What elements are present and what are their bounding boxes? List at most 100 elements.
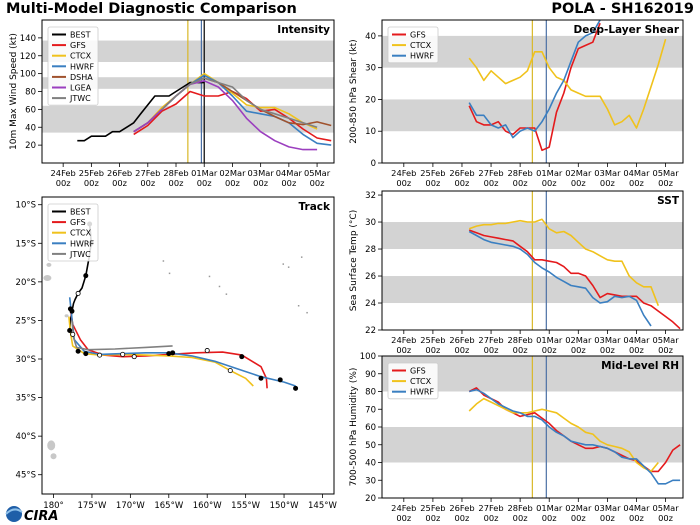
- sst-ytick-label-22: 22: [365, 326, 376, 336]
- sst-ytick-label-26: 26: [365, 272, 376, 282]
- shear-xtick-sublabel-9: 00z: [658, 178, 673, 188]
- shear-ytick-label-10: 10: [365, 127, 376, 137]
- sst-xtick-label-3: 27Feb: [478, 335, 503, 345]
- track-ytick-label-35-s: 35°S: [16, 394, 36, 404]
- track-title: Track: [299, 201, 331, 213]
- intensity-legend-label-dsha: DSHA: [70, 73, 93, 82]
- rh-legend-box: [387, 362, 439, 400]
- intensity-xtick-label-0: 24Feb: [51, 168, 76, 178]
- rh-xtick-sublabel-6: 00z: [571, 513, 586, 523]
- intensity-xtick-label-7: 03Mar: [248, 168, 275, 178]
- rh-xtick-sublabel-2: 00z: [455, 513, 470, 523]
- shear-xtick-label-6: 02Mar: [565, 168, 592, 178]
- track-xtick-label-170-w: 170°W: [116, 501, 145, 511]
- rh-xtick-label-4: 28Feb: [508, 503, 533, 513]
- rh-xtick-sublabel-0: 00z: [396, 513, 411, 523]
- intensity-ytick-label-140: 140: [20, 34, 36, 44]
- cira-logo-swoosh: [5, 508, 23, 515]
- rh-xtick-sublabel-4: 00z: [513, 513, 528, 523]
- rh-xtick-label-9: 05Mar: [652, 503, 679, 513]
- track-legend-box: [47, 203, 99, 262]
- shear-frame: [381, 19, 684, 164]
- intensity-title: Intensity: [277, 24, 330, 36]
- shear-xtick-label-0: 24Feb: [391, 168, 416, 178]
- track-marker-16: [258, 375, 264, 381]
- sst-xtick-sublabel-1: 00z: [425, 345, 440, 355]
- intensity-xtick-sublabel-5: 00z: [197, 178, 212, 188]
- sst-xtick-label-1: 25Feb: [420, 335, 445, 345]
- rh-ytick-label-50: 50: [365, 441, 376, 451]
- sst-xtick-label-6: 02Mar: [565, 335, 592, 345]
- rh-legend-label-hwrf: HWRF: [410, 388, 434, 397]
- sst-series-ctcx: [468, 218, 660, 306]
- intensity-ytick-label-40: 40: [25, 123, 36, 133]
- cira-logo-globe: [6, 506, 22, 522]
- track-marker-6: [75, 348, 81, 354]
- shear-xtick-sublabel-2: 00z: [455, 178, 470, 188]
- land-patch-3: [47, 440, 56, 451]
- rh-xtick-sublabel-3: 00z: [484, 513, 499, 523]
- sst-xtick-label-2: 26Feb: [449, 335, 474, 345]
- track-xtick-label-160-w: 160°W: [193, 501, 222, 511]
- track-legend-label-best: BEST: [70, 208, 91, 217]
- rh-series-ctcx: [468, 397, 659, 473]
- island-dot-8: [297, 305, 300, 307]
- sst-title: SST: [657, 195, 680, 207]
- sst-xtick-sublabel-6: 00z: [571, 345, 586, 355]
- sst-ytick-label-30: 30: [365, 218, 376, 228]
- rh-xtick-label-7: 03Mar: [594, 503, 621, 513]
- rh-xtick-label-0: 24Feb: [391, 503, 416, 513]
- shear-xtick-label-4: 28Feb: [508, 168, 533, 178]
- intensity-legend-label-best: BEST: [70, 31, 91, 40]
- intensity-series-jtwc: [161, 77, 318, 129]
- shear-ytick-label-40: 40: [365, 32, 376, 42]
- track-marker-18: [293, 385, 299, 391]
- track-marker-8: [97, 352, 103, 358]
- intensity-legend-label-lgea: LGEA: [70, 84, 92, 93]
- shear-xtick-sublabel-7: 00z: [600, 178, 615, 188]
- track-marker-20: [70, 331, 76, 337]
- intensity-ytick-label-120: 120: [20, 52, 36, 62]
- track-xtick-label-150-w: 150°W: [270, 501, 299, 511]
- rh-xtick-label-3: 27Feb: [478, 503, 503, 513]
- track-marker-13: [204, 348, 210, 354]
- track-marker-3: [75, 290, 81, 296]
- intensity-xtick-sublabel-0: 00z: [56, 178, 71, 188]
- intensity-xtick-sublabel-6: 00z: [225, 178, 240, 188]
- island-dot-6: [287, 266, 290, 268]
- island-dot-5: [282, 263, 285, 265]
- shear-xtick-sublabel-8: 00z: [629, 178, 644, 188]
- sst-xtick-label-4: 28Feb: [508, 335, 533, 345]
- rh-ytick-label-60: 60: [365, 423, 376, 433]
- land-patch-4: [50, 453, 57, 460]
- track-xtick-label-175-w: 175°W: [78, 501, 107, 511]
- land-patch-0: [43, 275, 52, 281]
- track-ytick-label-45-s: 45°S: [16, 471, 36, 481]
- track-plot-area: [43, 221, 308, 460]
- intensity-xtick-sublabel-7: 00z: [253, 178, 268, 188]
- rh-xtick-sublabel-9: 00z: [658, 513, 673, 523]
- shear-xtick-label-3: 27Feb: [478, 168, 503, 178]
- shear-xtick-sublabel-5: 00z: [542, 178, 557, 188]
- shear-xtick-label-2: 26Feb: [449, 168, 474, 178]
- rh-xtick-label-8: 04Mar: [623, 503, 650, 513]
- rh-ytick-label-20: 20: [365, 494, 376, 504]
- shear-xtick-label-8: 04Mar: [623, 168, 650, 178]
- track-marker-5: [67, 327, 73, 333]
- shear-xtick-label-1: 25Feb: [420, 168, 445, 178]
- shear-ytick-label-30: 30: [365, 64, 376, 74]
- track-legend-label-gfs: GFS: [70, 218, 86, 227]
- rh-ytick-label-40: 40: [365, 459, 376, 469]
- intensity-xtick-sublabel-8: 00z: [281, 178, 296, 188]
- intensity-xtick-label-2: 26Feb: [107, 168, 132, 178]
- track-series-hwrf: [68, 297, 296, 387]
- rh-ytick-label-90: 90: [365, 370, 376, 380]
- sst-xtick-label-5: 01Mar: [536, 335, 563, 345]
- track-xtick-label-165-w: 165°W: [154, 501, 183, 511]
- track-ytick-label-25-s: 25°S: [16, 316, 36, 326]
- shear-xtick-sublabel-1: 00z: [425, 178, 440, 188]
- track-ytick-label-15-s: 15°S: [16, 239, 36, 249]
- intensity-legend-label-ctcx: CTCX: [70, 52, 92, 61]
- intensity-legend-label-jtwc: JTWC: [69, 94, 91, 103]
- intensity-xtick-label-1: 25Feb: [79, 168, 104, 178]
